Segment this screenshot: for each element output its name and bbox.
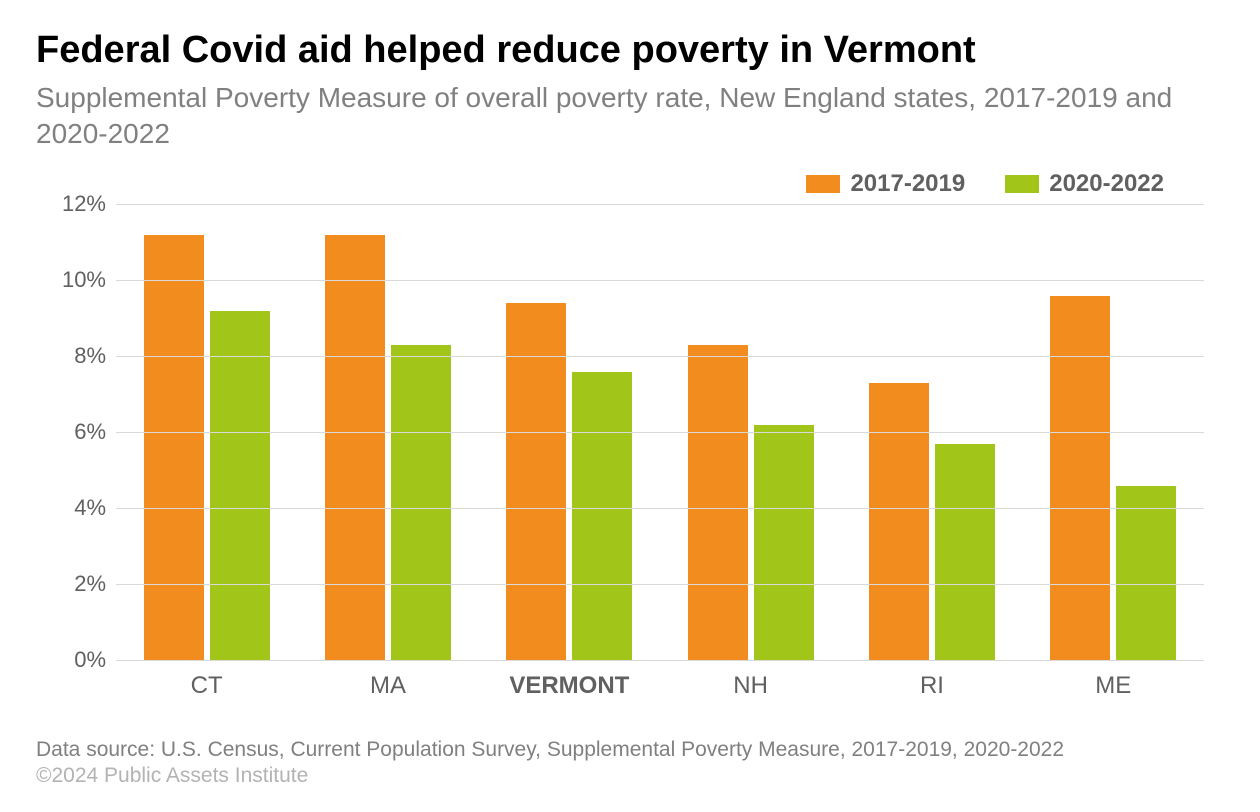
legend-swatch <box>1005 175 1039 193</box>
x-axis-label: MA <box>318 672 458 700</box>
bar <box>1050 296 1110 661</box>
x-axis-label: NH <box>681 672 821 700</box>
grid-line <box>116 660 1204 661</box>
x-axis-label: CT <box>137 672 277 700</box>
data-source: Data source: U.S. Census, Current Popula… <box>36 738 1064 762</box>
legend-item: 2017-2019 <box>806 170 965 198</box>
grid-line <box>116 584 1204 585</box>
grid-line <box>116 356 1204 357</box>
bar <box>391 345 451 660</box>
x-axis-label: ME <box>1043 672 1183 700</box>
x-axis-label: VERMONT <box>499 672 639 700</box>
chart-title: Federal Covid aid helped reduce poverty … <box>36 28 1224 74</box>
x-axis-label: RI <box>862 672 1002 700</box>
legend-label: 2017-2019 <box>850 170 965 198</box>
x-axis-labels: CT MA VERMONT NH RI ME <box>116 672 1204 700</box>
y-axis-tick: 10% <box>46 267 106 293</box>
bar <box>869 383 929 660</box>
grid-line <box>116 204 1204 205</box>
bar <box>210 311 270 661</box>
legend-item: 2020-2022 <box>1005 170 1164 198</box>
bar <box>144 235 204 661</box>
y-axis-tick: 2% <box>46 571 106 597</box>
bar <box>1116 486 1176 661</box>
y-axis-tick: 12% <box>46 191 106 217</box>
bar <box>688 345 748 660</box>
bar <box>754 425 814 661</box>
y-axis-tick: 6% <box>46 419 106 445</box>
footer: Data source: U.S. Census, Current Popula… <box>36 738 1064 788</box>
y-axis-tick: 8% <box>46 343 106 369</box>
legend: 2017-2019 2020-2022 <box>806 170 1164 198</box>
bar <box>572 372 632 661</box>
plot-area: 0%2%4%6%8%10%12% <box>116 204 1204 660</box>
y-axis-tick: 4% <box>46 495 106 521</box>
y-axis-tick: 0% <box>46 647 106 673</box>
legend-label: 2020-2022 <box>1049 170 1164 198</box>
grid-line <box>116 508 1204 509</box>
legend-swatch <box>806 175 840 193</box>
chart-subtitle: Supplemental Poverty Measure of overall … <box>36 80 1224 153</box>
grid-line <box>116 432 1204 433</box>
bar <box>325 235 385 661</box>
copyright: ©2024 Public Assets Institute <box>36 764 1064 788</box>
chart-area: 2017-20192020-2022 0%2%4%6%8%10%12% CTMA… <box>36 170 1224 710</box>
grid-line <box>116 280 1204 281</box>
bar <box>935 444 995 661</box>
